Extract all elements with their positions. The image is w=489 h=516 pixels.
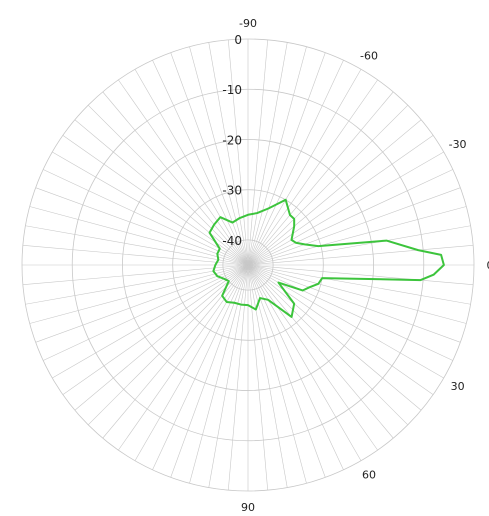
spoke-line bbox=[247, 245, 474, 266]
spoke-line bbox=[247, 264, 453, 361]
angle-tick-label: -90 bbox=[239, 17, 257, 30]
spoke-line bbox=[247, 91, 394, 266]
spoke-line bbox=[247, 264, 326, 478]
spoke-line bbox=[247, 264, 422, 411]
spoke-line bbox=[247, 264, 268, 491]
spoke-line bbox=[247, 264, 378, 451]
spoke-line bbox=[247, 264, 344, 470]
spoke-line bbox=[62, 264, 249, 395]
spoke-line bbox=[208, 42, 249, 266]
spoke-line bbox=[52, 151, 249, 266]
spoke-line bbox=[247, 119, 422, 266]
spoke-line bbox=[102, 91, 249, 266]
spoke-line bbox=[43, 169, 249, 266]
spoke-line bbox=[87, 104, 249, 266]
spoke-line bbox=[247, 151, 444, 266]
spoke-line bbox=[152, 60, 249, 266]
spoke-line bbox=[247, 169, 453, 266]
spoke-line bbox=[247, 264, 409, 426]
spoke-line bbox=[247, 42, 288, 266]
spoke-line bbox=[247, 225, 471, 266]
spoke-line bbox=[247, 69, 362, 266]
spoke-line bbox=[87, 264, 249, 426]
spoke-line bbox=[247, 264, 362, 461]
spoke-line bbox=[189, 264, 249, 484]
spoke-line bbox=[74, 119, 249, 266]
spoke-line bbox=[208, 264, 249, 488]
spoke-line bbox=[170, 52, 249, 266]
spoke-line bbox=[247, 264, 461, 343]
radial-tick-label: -20 bbox=[222, 133, 242, 147]
polar-grid bbox=[21, 38, 475, 492]
radial-tick-label: -40 bbox=[222, 234, 242, 248]
spoke-line bbox=[52, 264, 249, 379]
radial-tick-label: -10 bbox=[222, 83, 242, 97]
spoke-line bbox=[22, 264, 249, 285]
series-layer bbox=[208, 198, 445, 318]
spoke-line bbox=[247, 104, 409, 266]
spoke-line bbox=[134, 264, 249, 461]
spoke-line bbox=[25, 264, 249, 305]
angle-tick-label: 30 bbox=[451, 380, 465, 393]
angle-tick-label: -30 bbox=[449, 138, 467, 151]
radial-tick-label: 0 bbox=[234, 33, 242, 47]
spoke-line bbox=[118, 79, 249, 266]
angle-tick-label: 0 bbox=[487, 259, 489, 272]
spoke-line bbox=[247, 46, 307, 266]
spoke-line bbox=[118, 264, 249, 451]
angle-tick-label: -60 bbox=[360, 49, 378, 62]
spoke-line bbox=[74, 264, 249, 411]
spoke-line bbox=[247, 60, 344, 266]
spoke-line bbox=[247, 264, 394, 439]
radial-tick-labels: 0 -10 -20 -30 -40 bbox=[222, 33, 242, 248]
radial-tick-label: -30 bbox=[222, 184, 242, 198]
spoke-line bbox=[247, 264, 288, 488]
spoke-line bbox=[247, 264, 474, 285]
spoke-line bbox=[247, 264, 434, 395]
spoke-line bbox=[35, 264, 249, 343]
spoke-line bbox=[189, 46, 249, 266]
angle-tick-labels: -90 -60 -30 0 30 60 90 bbox=[239, 17, 489, 514]
spoke-line bbox=[247, 79, 378, 266]
spoke-line bbox=[228, 264, 249, 491]
spoke-line bbox=[247, 264, 307, 484]
spoke-line bbox=[247, 39, 268, 266]
spoke-line bbox=[247, 135, 434, 266]
spoke-line bbox=[247, 187, 461, 266]
angle-tick-label: 60 bbox=[362, 469, 376, 482]
spoke-line bbox=[22, 245, 249, 266]
spoke-line bbox=[29, 264, 249, 324]
spoke-line bbox=[247, 52, 326, 266]
spoke-line bbox=[247, 206, 467, 266]
spoke-line bbox=[25, 225, 249, 266]
spoke-line bbox=[43, 264, 249, 361]
angle-tick-label: 90 bbox=[241, 501, 255, 514]
spoke-line bbox=[170, 264, 249, 478]
spoke-line bbox=[228, 39, 249, 266]
spoke-line bbox=[247, 264, 467, 324]
spoke-line bbox=[134, 69, 249, 266]
spoke-line bbox=[247, 264, 471, 305]
spoke-line bbox=[152, 264, 249, 470]
spoke-line bbox=[29, 206, 249, 266]
series-line bbox=[208, 198, 445, 318]
spoke-line bbox=[35, 187, 249, 266]
